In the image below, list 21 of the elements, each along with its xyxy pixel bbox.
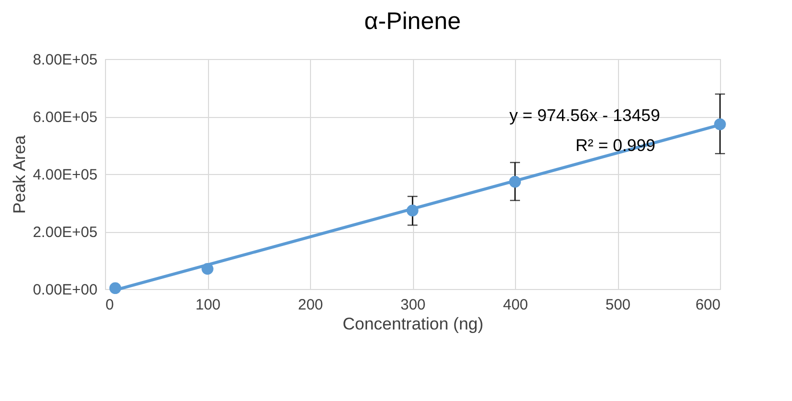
y-axis-title: Peak Area [10,134,29,214]
y-tick-label: 8.00E+05 [32,52,98,68]
y-tick-label: 6.00E+05 [32,109,98,126]
x-tick-label: 0 [106,296,114,314]
x-tick-label: 100 [195,296,221,314]
x-axis-title: Concentration (ng) [342,314,484,334]
point [202,262,214,275]
x-tick-label: 500 [605,296,631,314]
x-tick-label: 600 [695,296,720,314]
point [406,204,418,216]
x-tick-label: 400 [502,296,528,314]
point [714,118,726,130]
y-tick-label: 2.00E+05 [32,224,98,241]
x-tick-label: 300 [400,296,426,314]
point [509,176,521,188]
annotation: y = 974.56x - 13459 [509,106,660,125]
x-tick-label: 200 [298,296,324,314]
y-tick-label: 4.00E+05 [32,166,98,184]
chart-title: α-Pinene [364,8,461,35]
point [109,282,122,294]
y-tick-label: 0.00E+00 [32,282,98,298]
